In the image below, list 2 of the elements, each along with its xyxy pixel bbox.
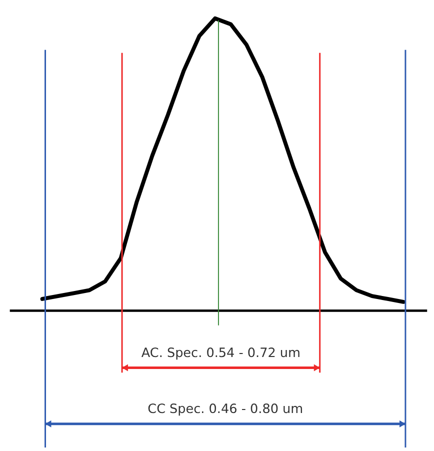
text: CC Spec. 0.46 - 0.80 um (148, 402, 304, 418)
text: AC. Spec. 0.54 - 0.72 um (141, 346, 300, 361)
